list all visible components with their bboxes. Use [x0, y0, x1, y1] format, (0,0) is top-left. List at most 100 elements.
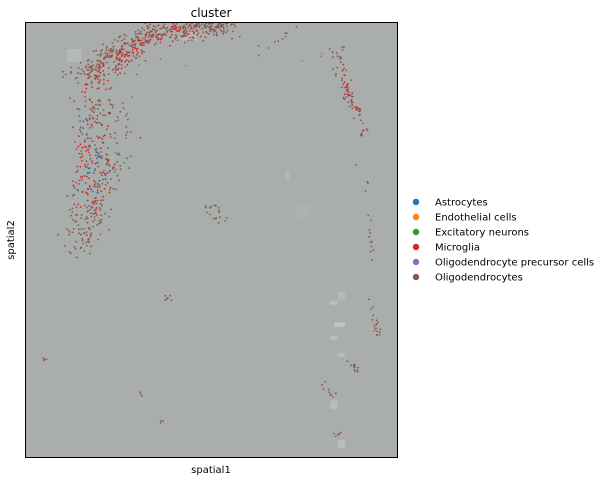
scatter-point: [81, 159, 83, 162]
scatter-point: [159, 58, 162, 61]
scatter-point: [350, 98, 353, 101]
scatter-point: [339, 55, 342, 58]
scatter-point: [88, 185, 91, 188]
scatter-point: [113, 170, 116, 173]
scatter-point: [171, 28, 174, 30]
scatter-point: [161, 34, 164, 37]
scatter-point: [87, 188, 89, 191]
scatter-point: [286, 32, 288, 35]
scatter-point: [91, 69, 93, 72]
scatter-point: [99, 100, 101, 103]
scatter-point: [155, 30, 157, 32]
scatter-point: [136, 73, 138, 76]
scatter-point: [155, 33, 158, 36]
scatter-point: [114, 71, 117, 74]
background-tile: [330, 300, 338, 306]
scatter-point: [145, 41, 147, 43]
scatter-point: [179, 26, 182, 28]
scatter-point: [147, 36, 150, 39]
scatter-point: [80, 150, 82, 153]
scatter-point: [353, 106, 356, 108]
scatter-point: [132, 55, 135, 57]
scatter-point: [89, 188, 92, 191]
scatter-point: [79, 165, 82, 168]
scatter-point: [109, 112, 112, 114]
scatter-point: [204, 26, 206, 29]
scatter-point: [74, 141, 76, 143]
scatter-point: [131, 41, 134, 43]
scatter-point: [238, 35, 241, 38]
scatter-point: [202, 39, 205, 42]
scatter-point: [226, 29, 229, 32]
scatter-point: [82, 242, 84, 245]
scatter-point: [332, 68, 334, 70]
scatter-point: [190, 27, 193, 30]
scatter-point: [373, 324, 376, 327]
scatter-point: [112, 45, 115, 48]
scatter-point: [84, 139, 86, 142]
scatter-point: [202, 31, 205, 34]
scatter-point: [257, 45, 260, 47]
scatter-point: [184, 26, 187, 29]
scatter-point: [328, 48, 331, 50]
scatter-point: [122, 48, 125, 51]
scatter-point: [96, 199, 99, 202]
scatter-point: [114, 151, 117, 154]
scatter-point: [159, 41, 162, 44]
scatter-point: [99, 61, 102, 64]
scatter-point: [68, 231, 71, 233]
scatter-point: [346, 88, 348, 91]
scatter-point: [99, 112, 102, 115]
scatter-point: [92, 225, 95, 228]
scatter-point: [347, 94, 350, 97]
scatter-point: [212, 33, 215, 36]
scatter-point: [86, 136, 89, 139]
scatter-point: [123, 33, 125, 36]
scatter-point: [120, 45, 123, 48]
scatter-point: [99, 186, 102, 189]
scatter-point: [86, 192, 89, 195]
scatter-point: [88, 167, 90, 170]
scatter-point: [99, 233, 102, 236]
scatter-point: [93, 108, 96, 110]
scatter-point: [93, 183, 96, 186]
scatter-point: [86, 119, 89, 122]
scatter-point: [126, 52, 129, 55]
scatter-point: [160, 419, 162, 422]
scatter-point: [91, 86, 93, 88]
plot-background: [26, 23, 397, 457]
scatter-point: [214, 30, 217, 32]
scatter-point: [85, 216, 88, 218]
scatter-point: [95, 148, 98, 150]
scatter-point: [204, 206, 207, 209]
scatter-point: [87, 238, 89, 241]
scatter-point: [177, 27, 180, 29]
background-tile: [330, 335, 338, 340]
scatter-point: [95, 202, 98, 205]
scatter-point: [214, 26, 217, 29]
scatter-point: [62, 76, 64, 78]
scatter-point: [77, 72, 80, 75]
scatter-point: [71, 211, 74, 213]
scatter-point: [109, 186, 112, 189]
scatter-point: [98, 63, 101, 66]
scatter-point: [129, 155, 132, 158]
scatter-point: [146, 25, 149, 27]
scatter-point: [104, 52, 107, 54]
scatter-point: [172, 22, 175, 25]
scatter-point: [75, 213, 77, 216]
scatter-point: [139, 30, 142, 33]
scatter-point: [108, 113, 111, 115]
scatter-point: [88, 144, 91, 147]
scatter-point: [76, 169, 79, 172]
scatter-point: [74, 187, 76, 190]
scatter-point: [184, 32, 187, 35]
scatter-point: [96, 135, 99, 138]
scatter-point: [102, 63, 105, 66]
scatter-point: [125, 50, 128, 53]
scatter-point: [70, 252, 72, 255]
scatter-point: [110, 49, 112, 52]
scatter-point: [90, 80, 93, 83]
scatter-point: [96, 189, 99, 192]
scatter-point: [131, 48, 134, 51]
